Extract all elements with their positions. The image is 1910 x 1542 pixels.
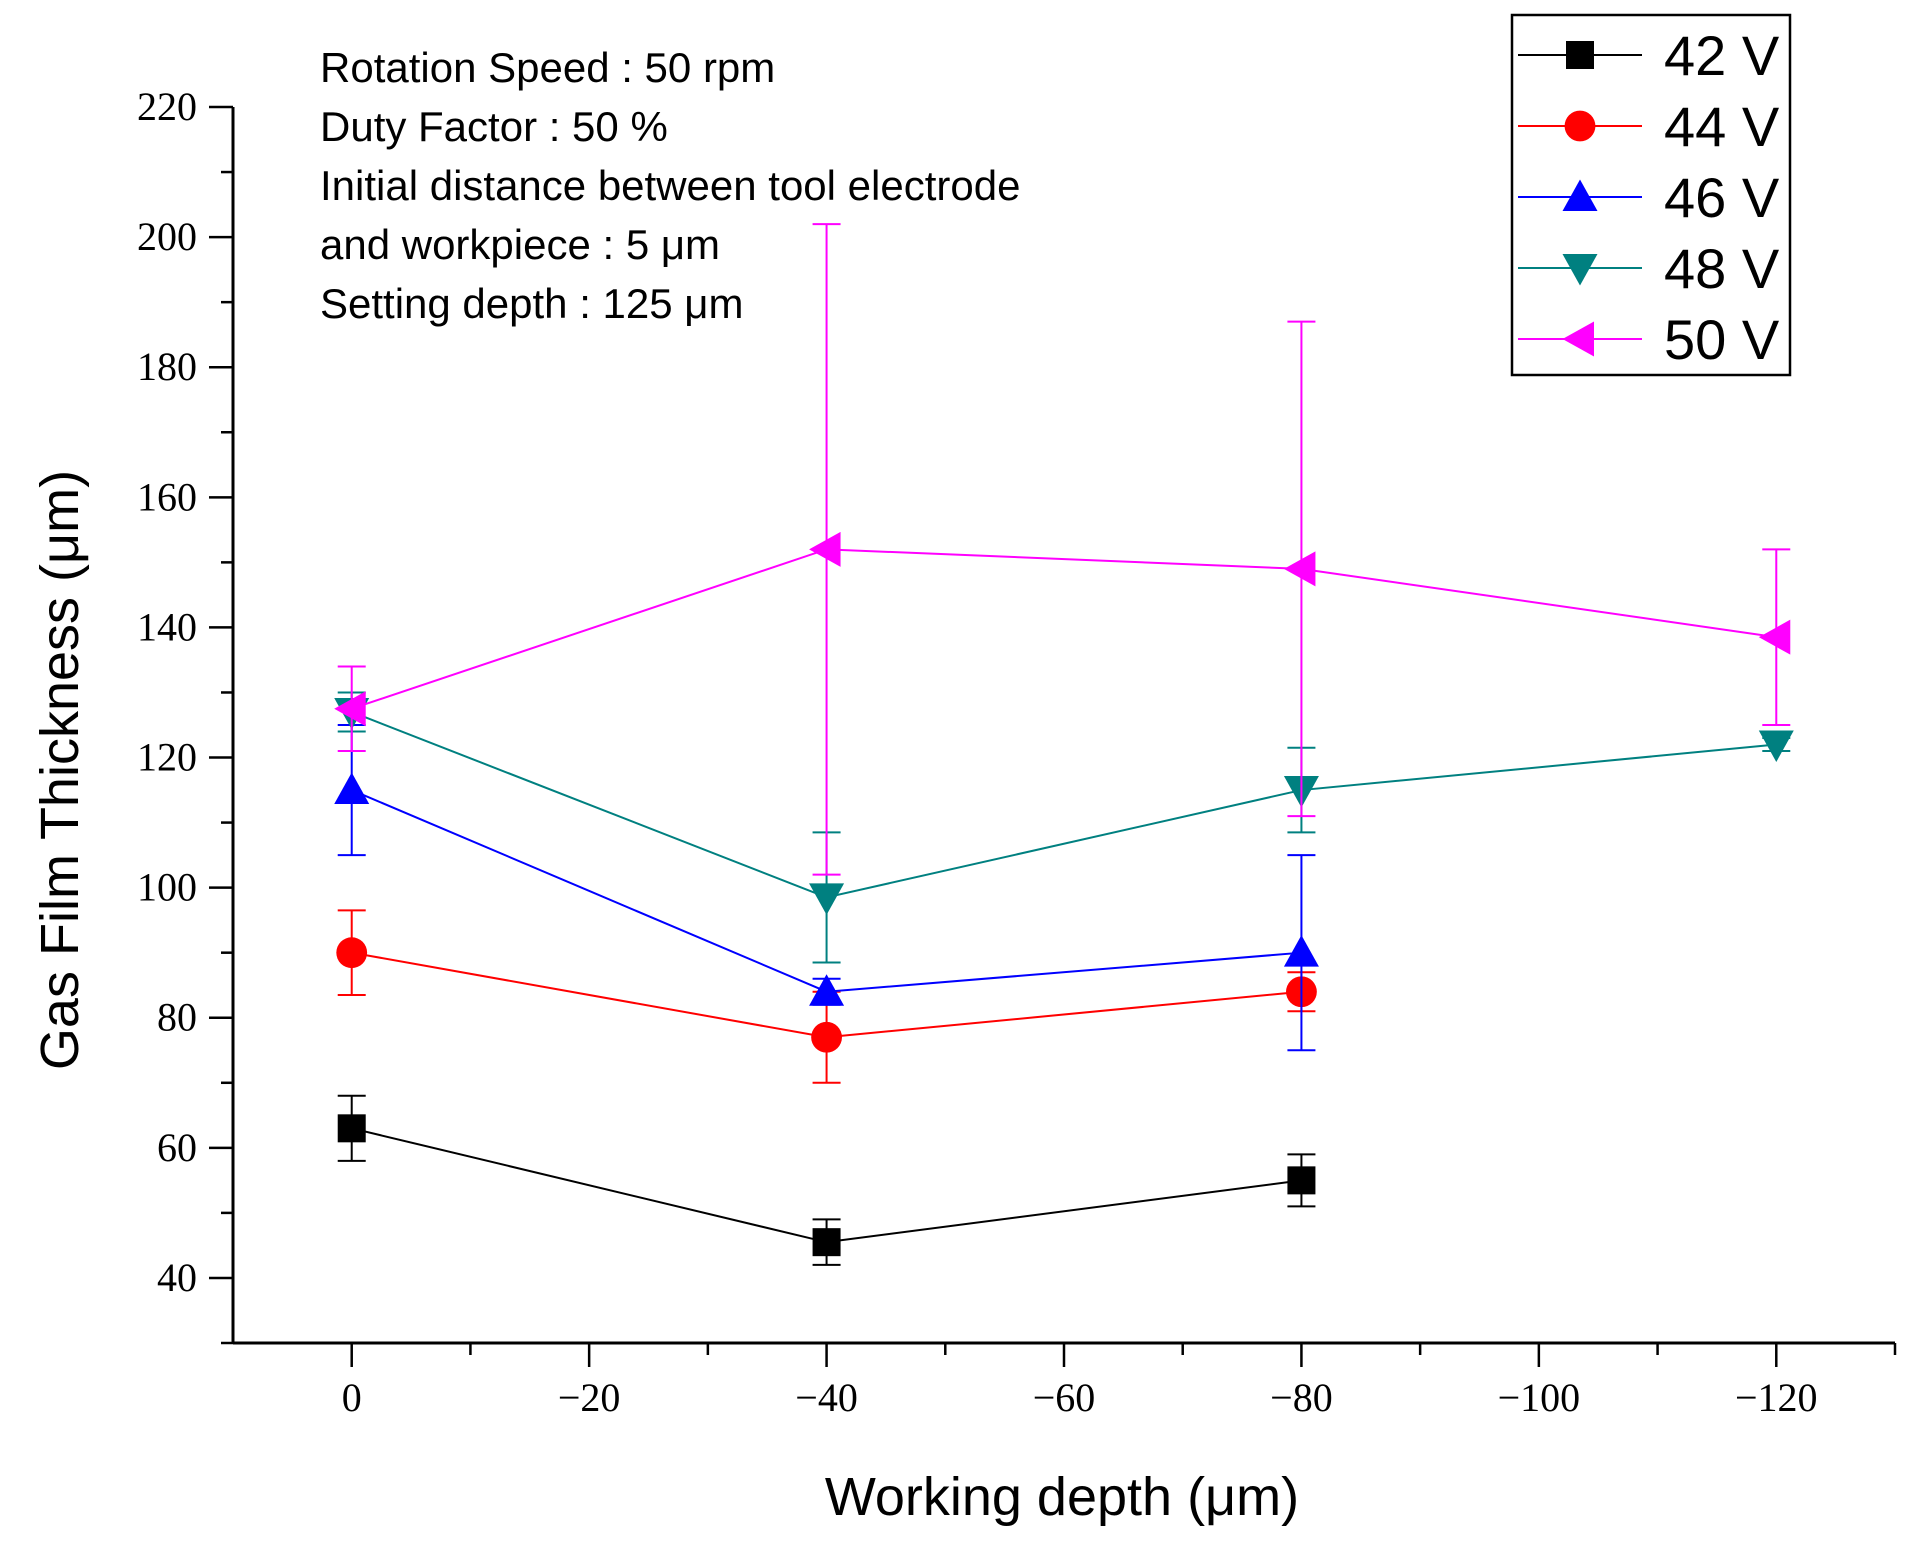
annotation-rotation-speed: Rotation Speed : 50 rpm xyxy=(320,44,775,91)
series-50v xyxy=(334,223,1791,876)
x-axis-ticks: 0 −20 −40 −60 −80 −100 −120 xyxy=(342,1343,1897,1420)
annotation-initial-distance-line2: and workpiece : 5 μm xyxy=(320,221,720,268)
data-point xyxy=(811,1021,842,1053)
y-axis-title: Gas Film Thickness (μm) xyxy=(30,470,90,1070)
x-tick-label: 0 xyxy=(342,1375,362,1420)
legend-marker xyxy=(1562,179,1598,211)
data-point xyxy=(809,974,845,1006)
series-46v xyxy=(334,724,1319,1052)
data-point xyxy=(1758,730,1794,763)
legend-item-46v: 46 V xyxy=(1518,166,1780,229)
x-tick-label: −120 xyxy=(1735,1375,1818,1420)
data-point xyxy=(809,883,845,915)
data-point xyxy=(334,772,370,805)
annotation-initial-distance-line1: Initial distance between tool electrode xyxy=(320,162,1020,209)
legend-item-48v: 48 V xyxy=(1518,237,1780,300)
legend-frame xyxy=(1510,13,1792,377)
legend-marker xyxy=(1562,321,1594,357)
y-tick-label: 160 xyxy=(137,474,197,519)
y-tick-label: 80 xyxy=(157,995,197,1040)
legend-item-42v: 42 V xyxy=(1518,24,1780,87)
series-line xyxy=(351,711,1777,899)
data-point xyxy=(1283,935,1319,967)
y-tick-label: 120 xyxy=(137,735,197,780)
y-tick-label: 200 xyxy=(137,214,197,259)
y-axis-ticks: 40 60 80 100 120 140 160 180 200 220 xyxy=(137,84,233,1345)
legend-item-50v: 50 V xyxy=(1518,308,1780,371)
legend-marker xyxy=(1564,110,1596,142)
y-tick-label: 60 xyxy=(157,1125,197,1170)
legend: 42 V 44 V 46 V 48 V 50 V xyxy=(1510,13,1792,377)
data-point xyxy=(1287,1166,1316,1195)
data-point xyxy=(1758,619,1791,655)
series-line xyxy=(351,548,1777,710)
legend-marker xyxy=(1562,254,1598,286)
legend-item-44v: 44 V xyxy=(1518,95,1780,158)
x-tick-label: −60 xyxy=(1033,1375,1096,1420)
data-point xyxy=(337,1114,366,1143)
legend-label: 48 V xyxy=(1664,237,1780,300)
y-tick-label: 40 xyxy=(157,1255,197,1300)
data-point xyxy=(334,691,366,727)
annotation-block: Rotation Speed : 50 rpm Duty Factor : 50… xyxy=(320,44,1020,327)
legend-label: 44 V xyxy=(1664,95,1780,158)
legend-label: 46 V xyxy=(1664,166,1780,229)
series-42v xyxy=(337,1094,1316,1266)
x-axis-title: Working depth (μm) xyxy=(825,1467,1299,1527)
legend-label: 50 V xyxy=(1664,308,1780,371)
data-point xyxy=(336,937,368,969)
x-tick-label: −100 xyxy=(1498,1375,1581,1420)
x-tick-label: −20 xyxy=(558,1375,621,1420)
legend-label: 42 V xyxy=(1664,24,1780,87)
annotation-setting-depth: Setting depth : 125 μm xyxy=(320,280,743,327)
y-tick-label: 140 xyxy=(137,604,197,649)
y-tick-label: 220 xyxy=(137,84,197,129)
y-tick-label: 100 xyxy=(137,865,197,910)
data-point xyxy=(812,1228,841,1257)
series-layer xyxy=(334,223,1794,1266)
annotation-duty-factor: Duty Factor : 50 % xyxy=(320,103,668,150)
x-tick-label: −80 xyxy=(1270,1375,1333,1420)
y-tick-label: 180 xyxy=(137,344,197,389)
data-point xyxy=(809,531,841,567)
series-48v xyxy=(334,691,1794,964)
x-tick-label: −40 xyxy=(795,1375,858,1420)
legend-marker xyxy=(1566,41,1594,69)
data-point xyxy=(1283,551,1316,587)
